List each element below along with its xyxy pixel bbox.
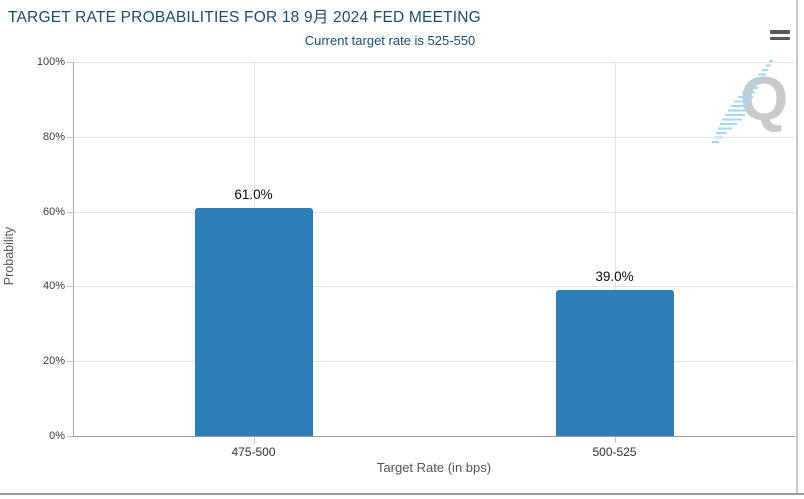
y-tick-mark <box>67 361 73 363</box>
bar-value-label: 61.0% <box>234 186 273 202</box>
x-axis-line <box>73 436 795 437</box>
x-tick-mark <box>253 437 255 443</box>
y-axis-title: Probability <box>2 226 16 286</box>
panel-right-border <box>796 0 798 493</box>
probability-bar[interactable] <box>194 207 313 436</box>
hamburger-icon <box>769 12 791 40</box>
x-category-label: 500-525 <box>592 445 637 459</box>
chart-context-menu-button[interactable] <box>769 12 791 40</box>
x-tick-mark <box>614 437 616 443</box>
x-axis-title: Target Rate (in bps) <box>376 460 492 475</box>
bar-value-label: 39.0% <box>595 269 634 285</box>
y-tick-label: 80% <box>42 130 65 143</box>
y-gridline <box>73 211 795 213</box>
chart-title: TARGET RATE PROBABILITIES FOR 18 9月 2024… <box>8 9 481 26</box>
y-gridline <box>73 361 795 363</box>
y-tick-label: 20% <box>42 355 65 368</box>
y-axis-line <box>73 62 74 436</box>
y-tick-label: 40% <box>42 280 65 293</box>
y-tick-mark <box>67 211 73 213</box>
category-gridline <box>614 62 616 436</box>
y-tick-mark <box>67 436 73 437</box>
y-tick-label: 100% <box>36 56 65 68</box>
y-tick-label: 60% <box>42 205 65 218</box>
panel-bottom-border <box>0 493 804 495</box>
chart-subtitle: Current target rate is 525-550 <box>304 33 476 48</box>
y-gridline <box>73 286 795 288</box>
probability-bar[interactable] <box>555 290 674 436</box>
y-tick-mark <box>67 62 73 63</box>
y-gridline <box>73 62 795 63</box>
x-category-label: 475-500 <box>231 445 276 459</box>
y-gridline <box>73 136 795 138</box>
y-tick-label: 0% <box>49 430 65 442</box>
y-tick-mark <box>67 136 73 138</box>
y-tick-mark <box>67 286 73 288</box>
